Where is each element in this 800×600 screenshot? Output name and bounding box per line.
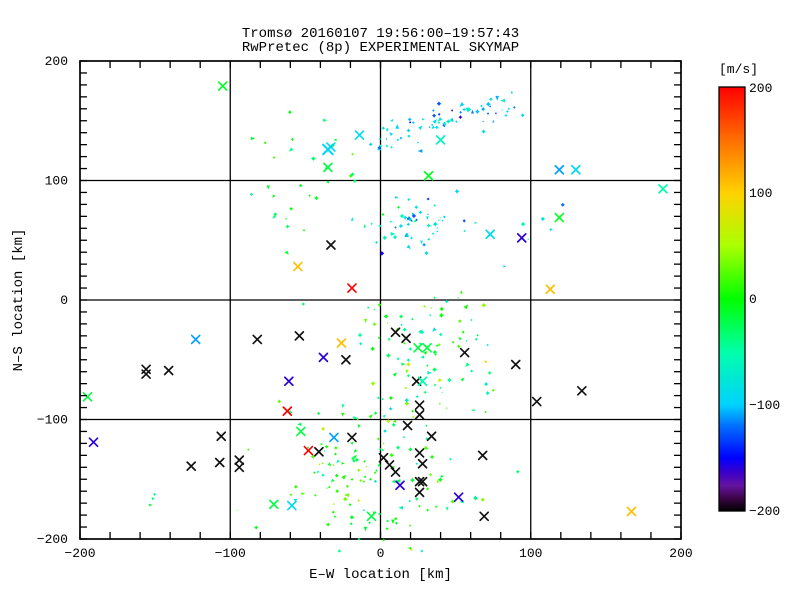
svg-text:N–S location [km]: N–S location [km] [11, 229, 27, 372]
svg-text:0: 0 [377, 546, 385, 561]
svg-text:0: 0 [749, 292, 757, 307]
svg-text:200: 200 [749, 81, 772, 96]
svg-text:−100: −100 [215, 546, 246, 561]
svg-text:−200: −200 [749, 504, 780, 519]
svg-text:−200: −200 [64, 546, 95, 561]
svg-text:200: 200 [45, 54, 68, 69]
svg-text:100: 100 [519, 546, 542, 561]
svg-text:RwPretec (8p) EXPERIMENTAL SK: RwPretec (8p) EXPERIMENTAL SKYMAP [242, 40, 519, 56]
svg-text:100: 100 [749, 186, 772, 201]
svg-text:−200: −200 [37, 532, 68, 547]
svg-text:200: 200 [669, 546, 692, 561]
svg-text:E–W location [km]: E–W location [km] [309, 567, 452, 583]
svg-text:100: 100 [45, 174, 68, 189]
svg-text:[m/s]: [m/s] [719, 62, 758, 77]
svg-text:0: 0 [60, 293, 68, 308]
svg-text:−100: −100 [749, 398, 780, 413]
svg-text:−100: −100 [37, 413, 68, 428]
